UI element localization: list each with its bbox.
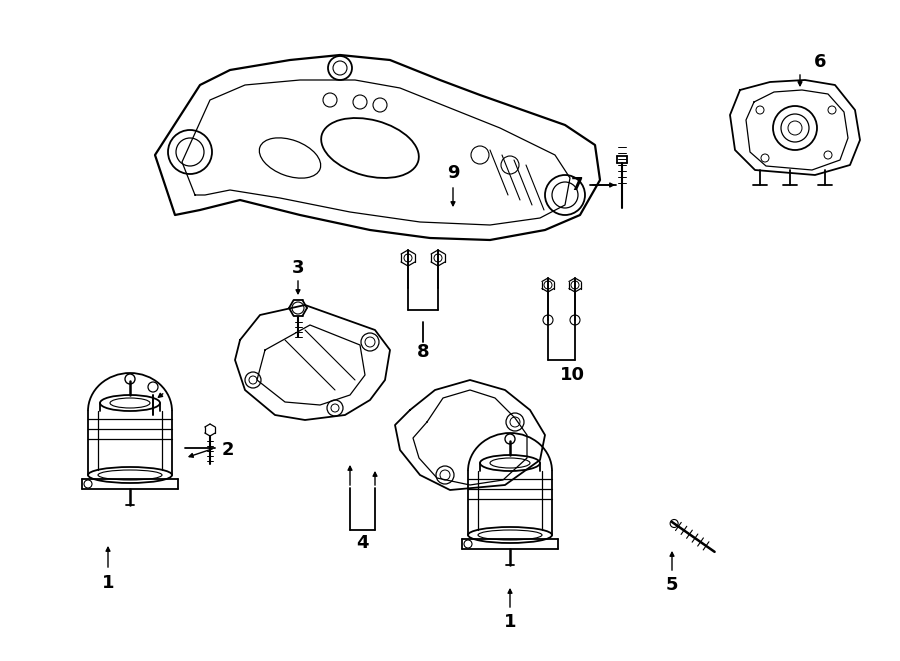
- Text: 1: 1: [504, 613, 517, 631]
- Text: 10: 10: [560, 366, 584, 384]
- Text: 5: 5: [666, 576, 679, 594]
- Text: 8: 8: [417, 343, 429, 361]
- Text: 4: 4: [356, 534, 368, 552]
- Text: 6: 6: [814, 53, 826, 71]
- Text: 1: 1: [102, 574, 114, 592]
- Text: 9: 9: [446, 164, 459, 182]
- Text: 7: 7: [571, 176, 583, 194]
- Text: 3: 3: [292, 259, 304, 277]
- Text: 2: 2: [221, 441, 234, 459]
